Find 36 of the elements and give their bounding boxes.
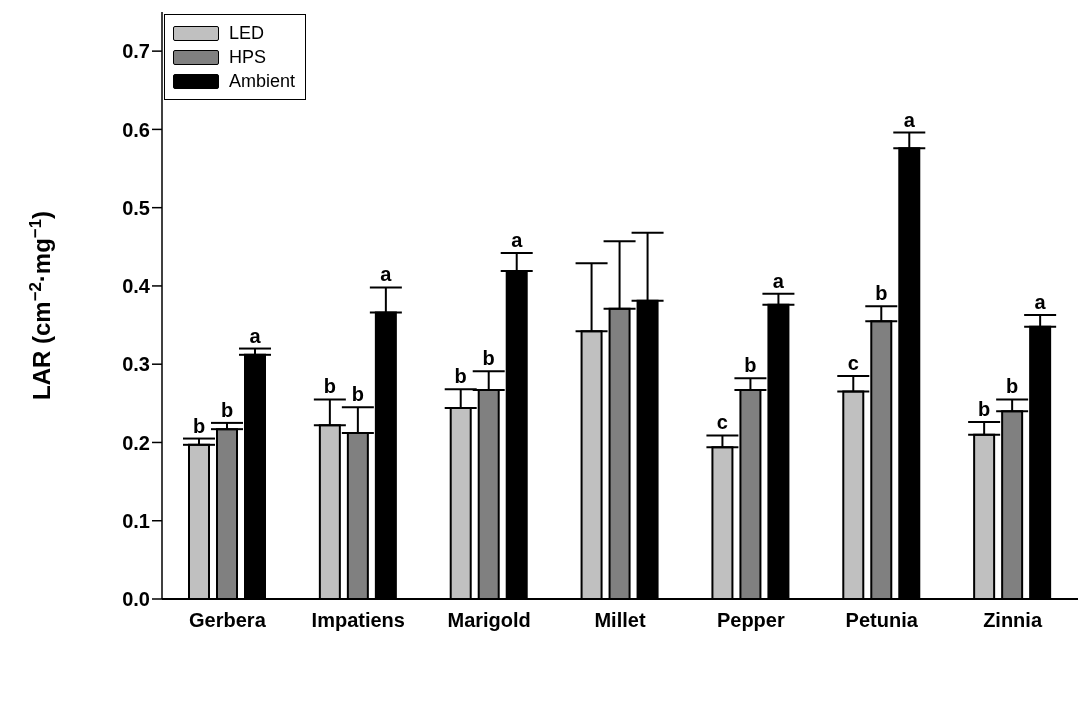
data-label: a — [1034, 290, 1047, 313]
x-tick-label: Gerbera — [189, 609, 267, 632]
data-label: b — [1006, 375, 1019, 398]
legend-label: LED — [229, 22, 265, 44]
legend-label: HPS — [229, 46, 267, 68]
x-tick-label: Zinnia — [983, 609, 1043, 632]
y-tick-label: 0.4 — [122, 275, 151, 298]
x-tick-label: Impatiens — [311, 609, 405, 632]
data-label: b — [482, 347, 495, 370]
data-label: b — [978, 398, 991, 421]
y-tick-label: 0.7 — [122, 40, 150, 63]
x-tick-label: Millet — [594, 609, 646, 632]
data-label: b — [454, 365, 467, 388]
data-label: b — [323, 375, 336, 398]
y-tick-label: 0.0 — [122, 588, 150, 611]
data-label: b — [875, 282, 888, 305]
data-label: a — [772, 269, 785, 292]
data-label: b — [351, 383, 364, 406]
data-label: b — [192, 414, 206, 437]
x-tick-label: Marigold — [447, 609, 531, 632]
x-tick-label: Pepper — [716, 609, 785, 632]
y-tick-label: 0.1 — [122, 509, 150, 532]
data-label: b — [744, 354, 757, 377]
data-label: a — [249, 324, 262, 347]
data-label: a — [380, 263, 393, 286]
data-label: a — [903, 108, 916, 131]
data-label: a — [511, 229, 524, 252]
y-tick-label: 0.2 — [122, 431, 150, 454]
x-tick-label: Petunia — [845, 609, 919, 632]
legend-label: Ambient — [229, 70, 296, 92]
data-label: c — [847, 351, 859, 374]
y-tick-label: 0.3 — [122, 353, 150, 376]
y-tick-label: 0.6 — [122, 118, 150, 141]
data-label: c — [716, 411, 728, 434]
data-label: b — [220, 398, 234, 421]
y-tick-label: 0.5 — [122, 196, 150, 219]
